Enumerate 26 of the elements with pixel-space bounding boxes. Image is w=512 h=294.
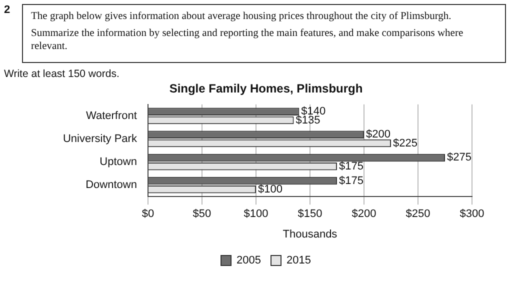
x-tick-label: $100 [244, 208, 268, 220]
data-label: $275 [446, 152, 472, 164]
chart-title: Single Family Homes, Plimsburgh [169, 82, 363, 96]
y-tick-label: University Park [62, 133, 138, 146]
text: The graph below gives information about average housing prices throughout the city of Plimsburgh. [31, 10, 452, 23]
x-tick-label: $250 [406, 208, 430, 220]
x-tick-label: $50 [192, 208, 212, 220]
data-label: $175 [338, 174, 364, 187]
x-axis-title: Thousands [282, 228, 338, 240]
y-tick-label: Uptown [100, 156, 137, 168]
x-tick-label: $150 [298, 208, 322, 220]
data-label: $200 [366, 128, 390, 141]
data-label: $135 [296, 114, 320, 126]
x-tick-label: $300 [460, 208, 484, 220]
legend-label: 2015 [286, 254, 311, 267]
data-label: $225 [392, 137, 418, 150]
text: Summarize the information by selecting and reporting the main features, and make comparisons where relevant. [31, 27, 464, 53]
x-tick-label: $0 [142, 208, 154, 220]
text: Write at least 150 words. [3, 67, 120, 80]
legend-label: 2005 [236, 254, 262, 267]
data-label: $100 [258, 183, 282, 196]
text: 2 [4, 4, 12, 16]
data-label: $175 [338, 160, 364, 172]
y-tick-label: Waterfront [86, 110, 137, 122]
y-tick-label: Downtown [86, 179, 137, 192]
x-tick-label: $200 [352, 208, 376, 220]
